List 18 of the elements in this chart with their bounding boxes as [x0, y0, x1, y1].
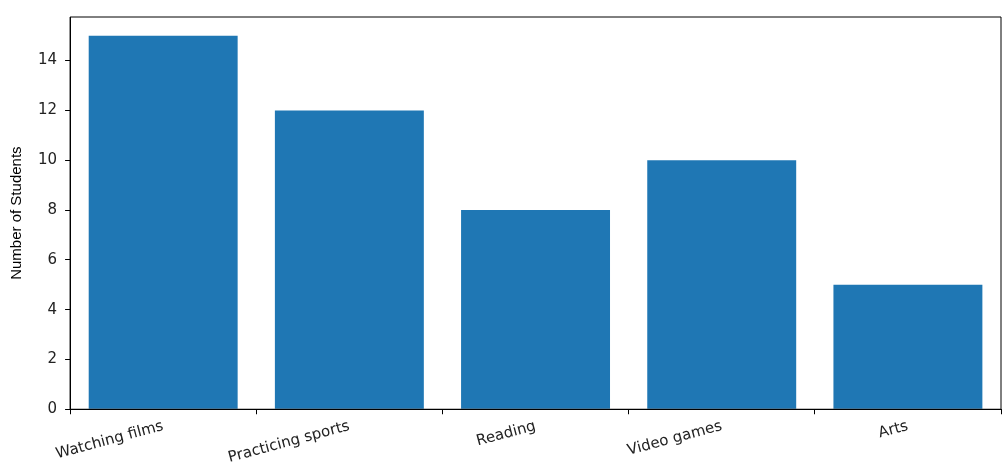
x-tick-label: Arts [876, 416, 911, 442]
bar [647, 160, 797, 409]
bar [833, 284, 983, 409]
bar [274, 110, 424, 409]
y-tick-label: 4 [47, 299, 58, 318]
y-tick-label: 12 [37, 100, 58, 119]
y-tick-label: 8 [47, 199, 58, 218]
bar [461, 210, 611, 409]
bar [88, 35, 238, 409]
x-tick-label: Watching films [53, 416, 166, 463]
x-tick-label: Video games [625, 416, 724, 459]
y-tick-label: 0 [47, 399, 58, 418]
y-tick-label: 10 [37, 150, 58, 169]
y-axis-title: Number of Students [7, 146, 25, 280]
y-tick-label: 2 [47, 349, 58, 368]
y-tick-label: 14 [37, 50, 58, 69]
y-tick-label: 6 [47, 249, 58, 268]
x-tick-label: Reading [474, 416, 538, 450]
